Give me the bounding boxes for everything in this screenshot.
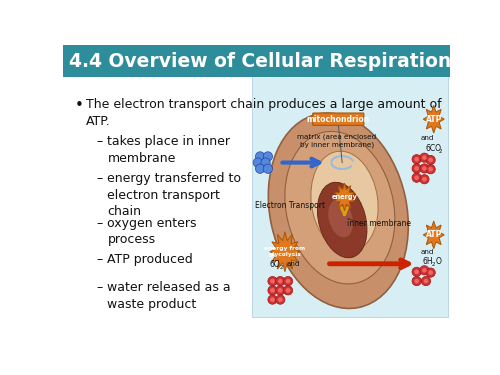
Polygon shape: [424, 221, 444, 249]
Circle shape: [412, 276, 422, 286]
Text: •: •: [75, 98, 84, 113]
Circle shape: [420, 153, 429, 162]
Circle shape: [428, 270, 433, 275]
Polygon shape: [424, 105, 444, 133]
Circle shape: [414, 166, 419, 171]
Text: oxygen enters
process: oxygen enters process: [108, 217, 197, 246]
Circle shape: [420, 164, 429, 173]
Circle shape: [253, 158, 262, 167]
Text: water released as a
waste product: water released as a waste product: [108, 281, 231, 311]
Circle shape: [426, 155, 436, 165]
Text: energy: energy: [332, 194, 357, 200]
Circle shape: [420, 266, 429, 275]
Bar: [62, 45, 450, 77]
Text: 6CO: 6CO: [426, 144, 442, 153]
Text: –: –: [96, 172, 103, 185]
Text: ATP: ATP: [426, 230, 442, 239]
Circle shape: [268, 286, 277, 295]
Ellipse shape: [268, 113, 408, 309]
Polygon shape: [270, 232, 300, 272]
Circle shape: [286, 288, 290, 292]
Text: matrix (area enclosed
by inner membrane): matrix (area enclosed by inner membrane): [297, 133, 376, 147]
Circle shape: [422, 177, 427, 182]
Circle shape: [424, 279, 428, 284]
Text: 4.4 Overview of Cellular Respiration: 4.4 Overview of Cellular Respiration: [68, 52, 451, 70]
Circle shape: [270, 297, 275, 302]
Circle shape: [422, 155, 427, 160]
Ellipse shape: [285, 131, 395, 284]
Text: –: –: [96, 281, 103, 294]
Text: and: and: [286, 261, 300, 267]
Circle shape: [263, 164, 272, 173]
Text: energy from
glycolysis: energy from glycolysis: [264, 246, 306, 257]
Text: inner membrane: inner membrane: [346, 219, 410, 228]
Circle shape: [261, 158, 270, 167]
Circle shape: [278, 288, 282, 292]
Text: 2: 2: [280, 265, 283, 270]
Circle shape: [412, 154, 422, 164]
Circle shape: [412, 267, 422, 276]
Text: 2: 2: [439, 149, 442, 154]
Polygon shape: [334, 183, 354, 211]
Text: –: –: [96, 135, 103, 148]
Text: ATP produced: ATP produced: [108, 253, 193, 266]
Circle shape: [412, 164, 422, 173]
Text: Electron Transport: Electron Transport: [256, 201, 326, 210]
Circle shape: [276, 295, 285, 304]
Text: takes place in inner
membrane: takes place in inner membrane: [108, 135, 230, 165]
Text: The electron transport chain produces a large amount of
ATP.: The electron transport chain produces a …: [86, 98, 442, 128]
Text: and: and: [421, 135, 434, 141]
Text: 6O: 6O: [270, 260, 280, 269]
Text: ATP: ATP: [426, 115, 442, 124]
Circle shape: [286, 279, 290, 284]
Circle shape: [426, 165, 436, 174]
Circle shape: [414, 157, 419, 162]
Ellipse shape: [318, 182, 367, 258]
Text: energy transferred to
electron transport
chain: energy transferred to electron transport…: [108, 172, 242, 218]
Circle shape: [256, 152, 265, 161]
Circle shape: [278, 297, 282, 302]
Text: O: O: [436, 257, 442, 266]
Circle shape: [284, 276, 292, 286]
Text: mitochondrion: mitochondrion: [306, 115, 370, 124]
Ellipse shape: [311, 151, 378, 252]
Circle shape: [422, 166, 427, 171]
Circle shape: [256, 164, 265, 173]
Circle shape: [414, 176, 419, 180]
Text: 6H: 6H: [423, 257, 434, 266]
Circle shape: [420, 175, 429, 184]
Circle shape: [270, 279, 275, 284]
Text: –: –: [96, 217, 103, 230]
Bar: [252, 76, 448, 317]
Text: –: –: [96, 253, 103, 266]
Text: 2: 2: [432, 262, 435, 267]
Circle shape: [414, 279, 419, 284]
Circle shape: [284, 286, 292, 295]
Circle shape: [276, 286, 285, 295]
FancyBboxPatch shape: [312, 113, 364, 125]
Text: and: and: [421, 249, 434, 255]
Ellipse shape: [328, 200, 353, 237]
Circle shape: [278, 279, 282, 284]
Circle shape: [263, 152, 272, 161]
Circle shape: [412, 173, 422, 182]
Circle shape: [426, 268, 436, 277]
Circle shape: [428, 158, 433, 162]
Circle shape: [428, 167, 433, 171]
Circle shape: [276, 276, 285, 286]
Circle shape: [270, 288, 275, 292]
Circle shape: [268, 295, 277, 304]
Circle shape: [422, 268, 427, 273]
Bar: [62, 45, 450, 77]
Circle shape: [422, 276, 430, 286]
Circle shape: [414, 270, 419, 274]
Circle shape: [268, 276, 277, 286]
